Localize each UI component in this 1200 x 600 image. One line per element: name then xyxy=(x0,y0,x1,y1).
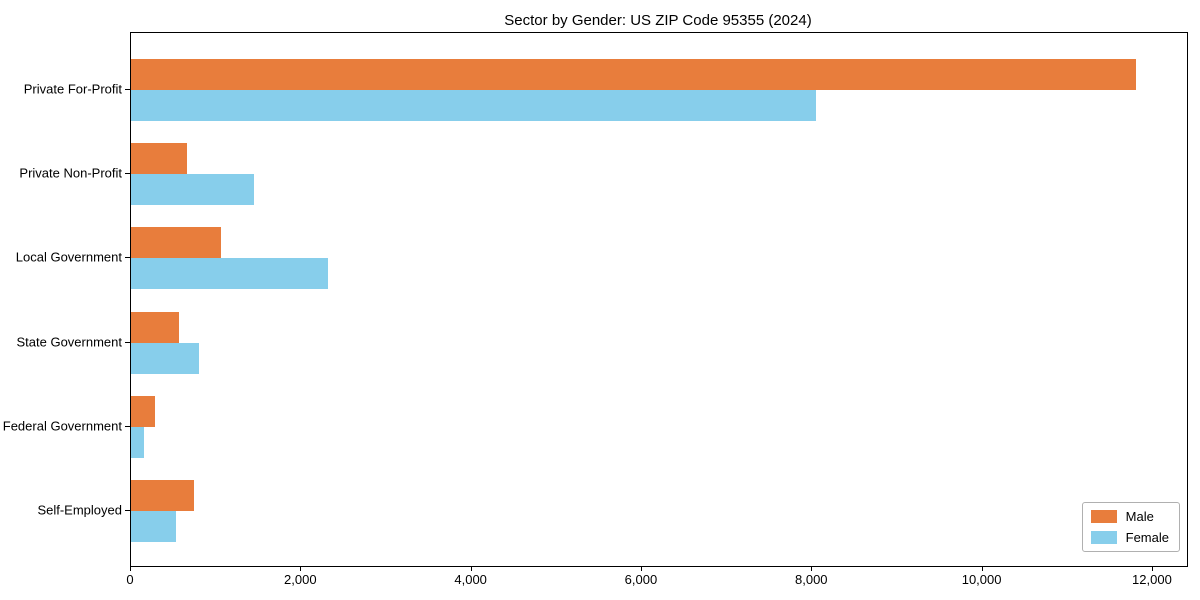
y-tick xyxy=(125,257,130,259)
x-tick-label: 2,000 xyxy=(284,572,317,587)
bar-female-private-non-profit xyxy=(131,174,254,206)
bar-male-local-government xyxy=(131,227,221,259)
bar-female-private-for-profit xyxy=(131,90,816,121)
bar-female-self-employed xyxy=(131,511,176,542)
plot-area: Male Female xyxy=(130,32,1188,567)
y-tick xyxy=(125,425,130,427)
chart-title: Sector by Gender: US ZIP Code 95355 (202… xyxy=(504,12,812,29)
bar-female-federal-government xyxy=(131,426,144,458)
bar-female-local-government xyxy=(131,258,328,290)
x-tick xyxy=(300,566,302,571)
x-tick-label: 6,000 xyxy=(624,572,658,587)
legend-label-male: Male xyxy=(1125,509,1154,524)
category-label-self-employed: Self-Employed xyxy=(37,502,122,518)
x-tick-label: 0 xyxy=(126,572,134,587)
x-tick xyxy=(470,566,472,571)
category-label-local-government: Local Government xyxy=(15,249,122,265)
category-label-state-government: State Government xyxy=(16,334,123,350)
legend-swatch-male xyxy=(1090,510,1117,523)
bar-male-state-government xyxy=(131,311,179,343)
x-tick xyxy=(981,566,983,571)
bar-male-self-employed xyxy=(131,480,194,511)
x-tick xyxy=(811,566,813,571)
x-tick-label: 10,000 xyxy=(961,572,1002,587)
bar-female-state-government xyxy=(131,342,199,374)
y-tick xyxy=(125,89,130,90)
bar-male-private-for-profit xyxy=(131,59,1136,90)
y-tick xyxy=(125,173,130,175)
x-tick xyxy=(640,566,642,571)
category-label-private-non-profit: Private Non-Profit xyxy=(19,165,122,181)
y-tick xyxy=(125,510,130,511)
legend-item-female: Female xyxy=(1090,530,1169,545)
x-tick-label: 12,000 xyxy=(1132,572,1172,587)
x-tick xyxy=(1151,566,1153,571)
x-tick xyxy=(130,566,131,571)
category-label-federal-government: Federal Government xyxy=(2,418,122,434)
legend-label-female: Female xyxy=(1125,530,1169,545)
bar-male-private-non-profit xyxy=(131,143,187,175)
category-label-private-for-profit: Private For-Profit xyxy=(23,81,122,97)
x-tick-label: 8,000 xyxy=(795,572,828,587)
legend-item-male: Male xyxy=(1090,509,1169,524)
y-tick xyxy=(125,341,130,343)
legend: Male Female xyxy=(1081,502,1180,552)
bar-male-federal-government xyxy=(131,395,155,427)
x-tick-label: 4,000 xyxy=(454,572,487,587)
legend-swatch-female xyxy=(1090,531,1117,544)
